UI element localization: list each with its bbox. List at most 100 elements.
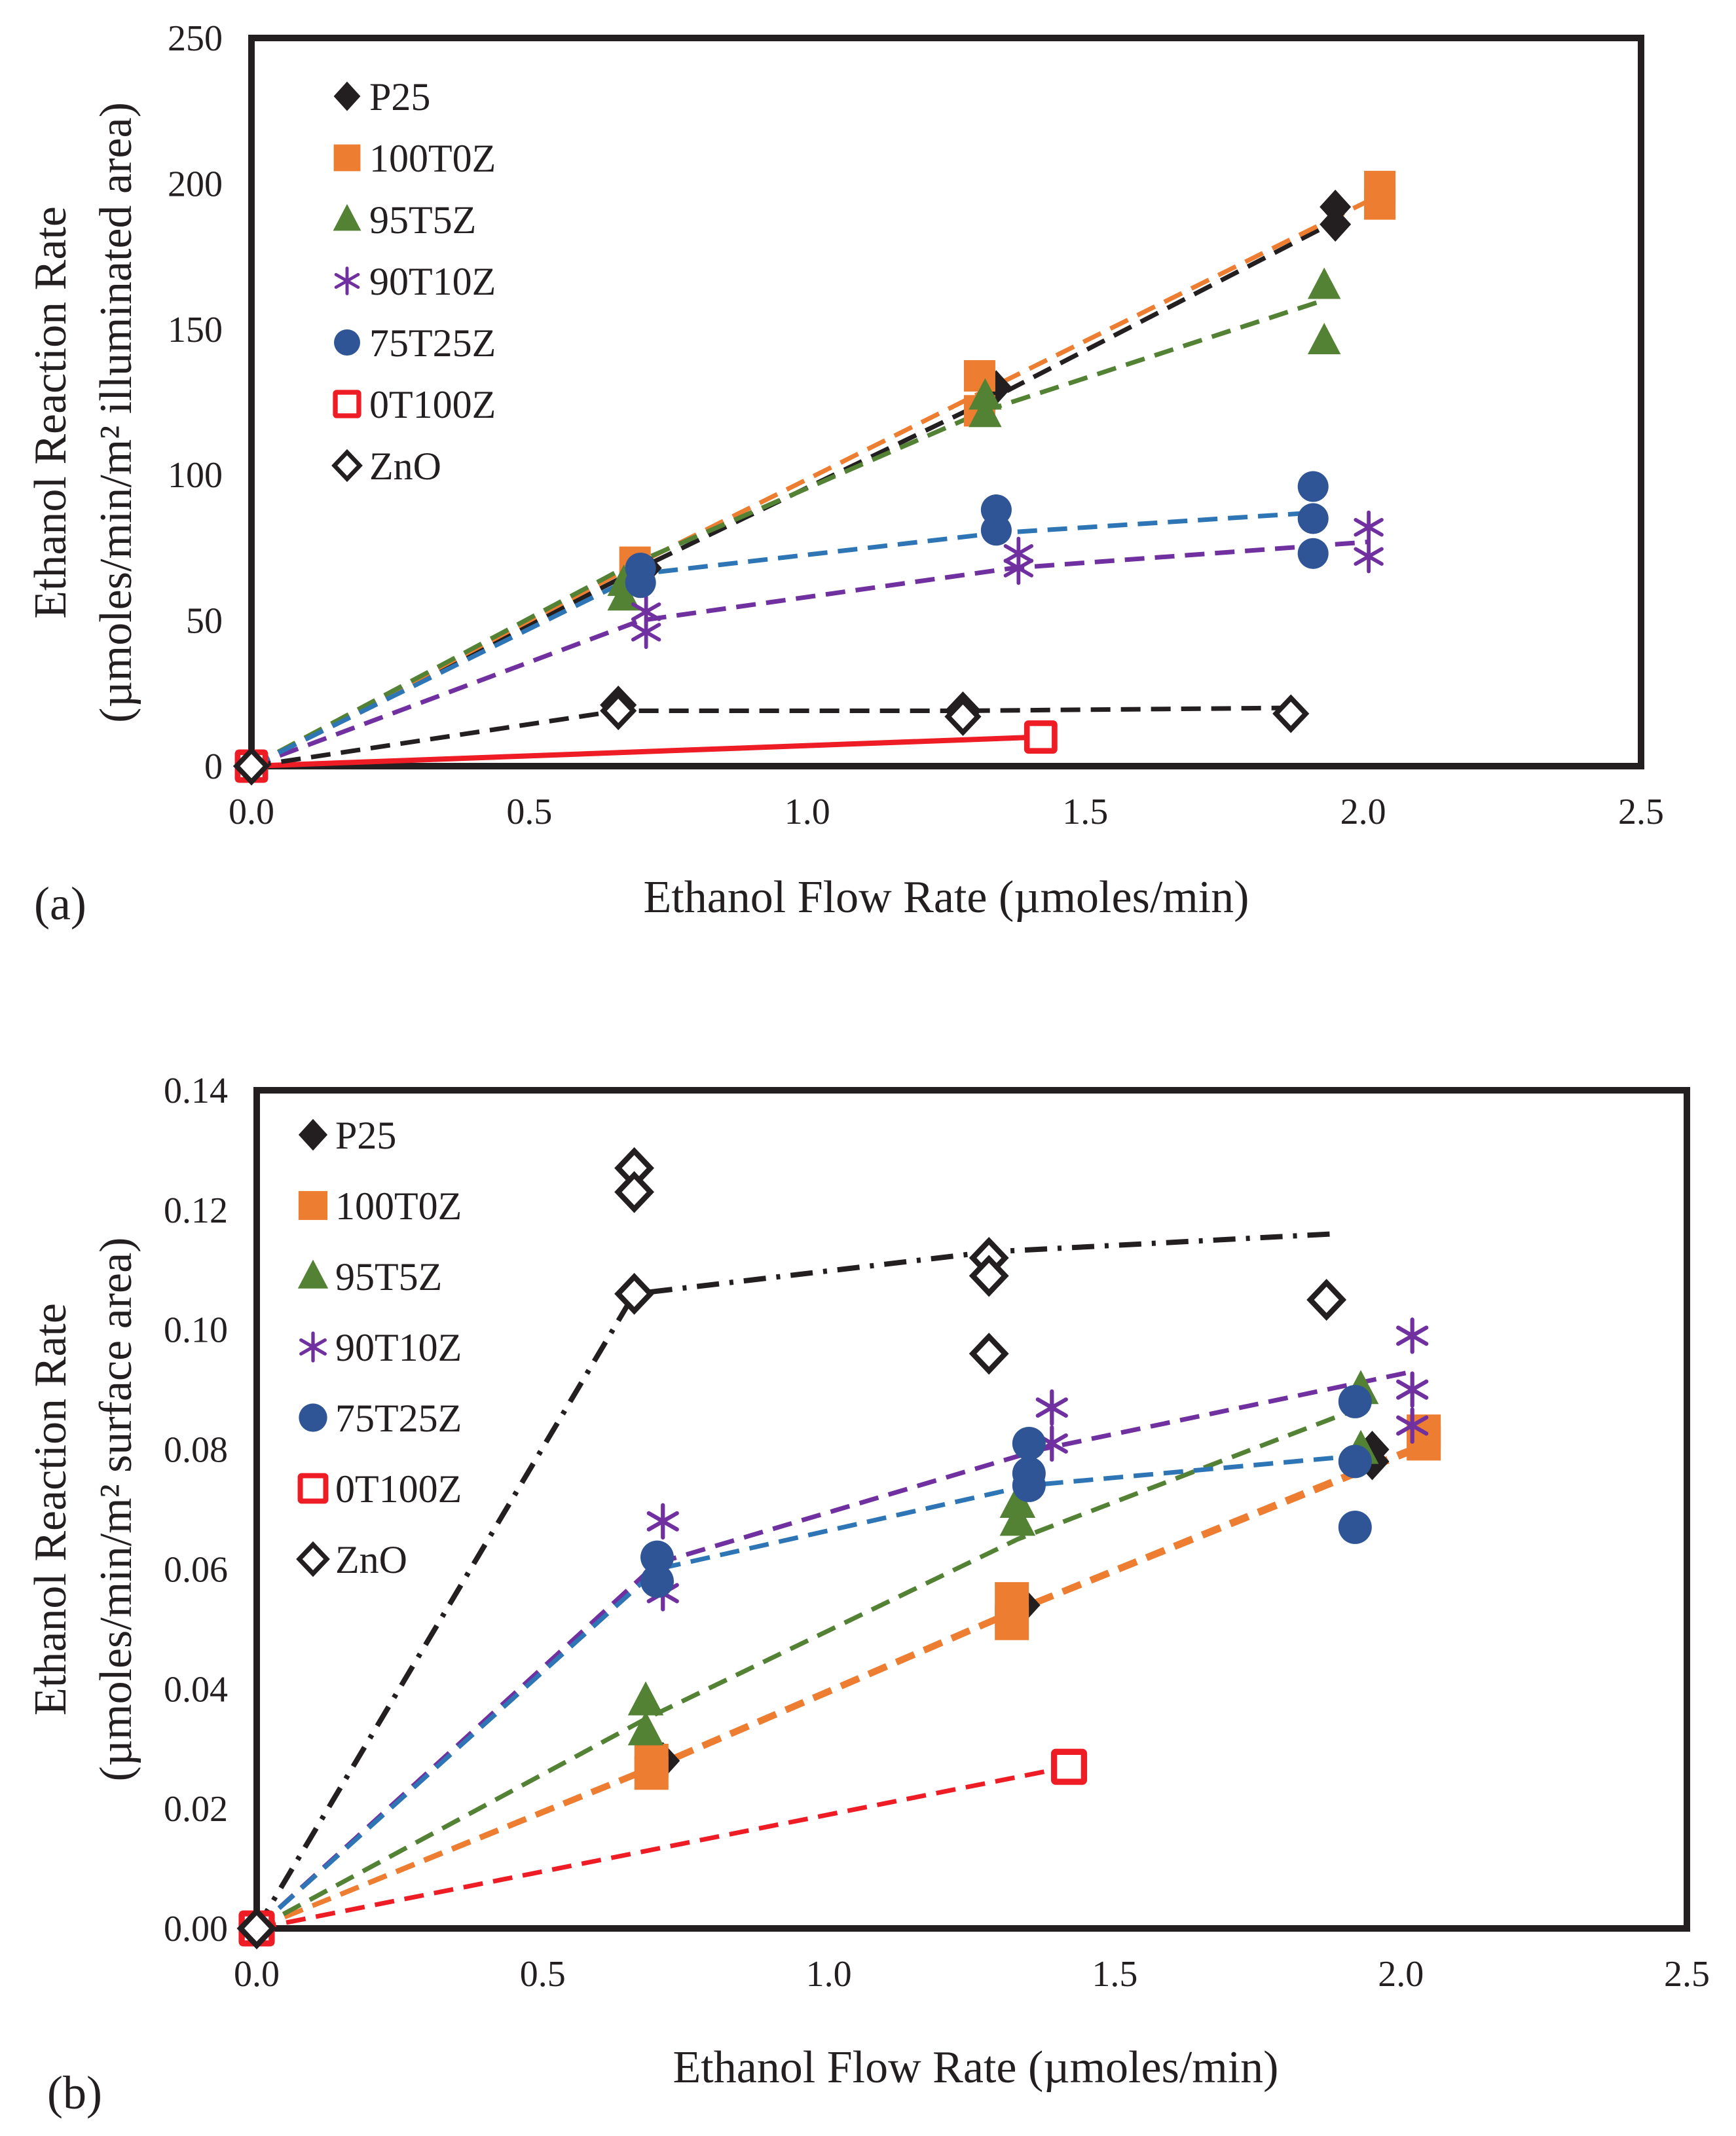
panel-a-fit-line-90t10z (250, 540, 1369, 769)
panel-a-legend-item-zno: ZnO (331, 445, 441, 488)
panel-a-legend-marker-p25 (333, 81, 361, 111)
panel-a-y-tick-200: 200 (168, 164, 223, 204)
panel-b-legend-item-p25: P25 (298, 1114, 396, 1157)
panel-a-legend-label-90t10z: 90T10Z (369, 260, 496, 303)
panel-b-legend-label-0t100z: 0T100Z (335, 1467, 462, 1511)
panel-a-legend-label-75t25z: 75T25Z (369, 322, 496, 365)
panel-a-point-90t10z-6 (1354, 540, 1384, 574)
panel-b-point-75t25z-7 (1338, 1445, 1372, 1479)
panel-b-fit-line-95t5z (255, 1405, 1362, 1931)
panel-a-data-points (232, 170, 1396, 786)
panel-b-x-tick-2-5: 2.5 (1664, 1954, 1710, 1995)
panel-a-point-p25-4 (1320, 207, 1352, 242)
panel-b-x-tick-2-0: 2.0 (1378, 1954, 1424, 1995)
panel-b-point-75t25z-3 (1012, 1426, 1046, 1460)
panel-a-y-tick-150: 150 (168, 310, 223, 350)
panel-b-legend-marker-90t10z (299, 1331, 327, 1363)
panel-b-label: (b) (47, 2067, 102, 2119)
panel-b-point-zno-2 (614, 1171, 655, 1213)
panel-a-legend-item-p25: P25 (333, 75, 430, 119)
panel-b-point-75t25z-2 (640, 1564, 674, 1598)
panel-a-legend-label-zno: ZnO (369, 445, 441, 488)
panel-a-legend-item-95t5z: 95T5Z (333, 198, 476, 242)
panel-a-legend: P25 100T0Z 95T5Z 90T10Z 75T25Z 0T100Z ZnO (331, 75, 496, 488)
panel-b-fit-line-zno (254, 1231, 1333, 1930)
panel-b-x-tick-0-5: 0.5 (520, 1954, 566, 1995)
panel-b-legend-label-zno: ZnO (335, 1538, 407, 1581)
panel-b-point-75t25z-8 (1338, 1510, 1372, 1544)
panel-b-fit-lines (254, 1231, 1425, 1931)
panel-a-x-tick-2-0: 2.0 (1340, 792, 1386, 832)
panel-a-point-75t25z-6 (1297, 503, 1329, 534)
panel-b-point-95t5z-1 (627, 1681, 664, 1716)
panel-b-legend: P25 100T0Z 95T5Z 90T10Z 75T25Z 0T100Z ZnO (296, 1114, 462, 1581)
panel-a-legend-item-100t0z: 100T0Z (333, 137, 496, 180)
panel-b-fit-line-100t0z (255, 1441, 1425, 1931)
panel-b-point-90t10z-3 (1035, 1389, 1068, 1426)
panel-b-point-90t10z-7 (1396, 1407, 1429, 1444)
panel-b-point-90t10z-6 (1396, 1371, 1429, 1408)
panel-b-point-75t25z-6 (1338, 1384, 1372, 1418)
panel-b-legend-marker-zno (296, 1541, 330, 1577)
panel-a-point-75t25z-4 (980, 515, 1012, 546)
panel-b-y-tick-labels: 0.00 0.02 0.04 0.06 0.08 0.10 0.12 0.14 (164, 1071, 228, 1949)
panel-b-x-tick-labels: 0.0 0.5 1.0 1.5 2.0 2.5 (234, 1954, 1710, 1995)
panel-a-legend-marker-95t5z (333, 204, 361, 231)
panel-a-label: (a) (34, 877, 86, 930)
panel-a-y-tick-100: 100 (168, 455, 223, 496)
panel-b-legend-label-95t5z: 95T5Z (335, 1255, 442, 1298)
panel-a-legend-marker-zno (331, 449, 363, 483)
panel-a-point-95t5z-3 (969, 378, 1002, 410)
panel-b-legend-item-100t0z: 100T0Z (298, 1185, 462, 1228)
panel-a-point-zno-2 (600, 691, 637, 731)
panel-b-point-90t10z-1 (646, 1503, 679, 1540)
panel-a-x-tick-0-5: 0.5 (506, 792, 552, 832)
panel-b-point-100t0z-4 (995, 1606, 1029, 1640)
panel-b-data-points (236, 1147, 1441, 1950)
panel-a-chart: 0.0 0.5 1.0 1.5 2.0 2.5 0 50 100 150 200 250 P25 10… (26, 18, 1664, 930)
panel-b-point-zno-3 (614, 1272, 655, 1315)
panel-a-point-100t0z-5 (1364, 188, 1396, 220)
panel-a-x-tick-1-5: 1.5 (1062, 792, 1108, 832)
panel-b-x-tick-0-0: 0.0 (234, 1954, 280, 1995)
panel-a-legend-item-90t10z: 90T10Z (334, 260, 496, 303)
panel-b-fit-line-75t25z (255, 1453, 1361, 1930)
panel-b-point-zno-5 (969, 1255, 1009, 1297)
panel-a-point-zno-5 (1272, 694, 1310, 733)
panel-b-point-100t0z-2 (634, 1756, 669, 1790)
panel-a-y-tick-0: 0 (204, 746, 223, 787)
panel-b-point-75t25z-5 (1012, 1468, 1046, 1502)
panel-b-point-90t10z-5 (1396, 1317, 1429, 1354)
panel-a-legend-marker-90t10z (334, 267, 360, 295)
panel-b-y-axis-title: Ethanol Reaction Rate (26, 1303, 76, 1716)
panel-b-y-tick-0-12: 0.12 (164, 1190, 228, 1231)
panel-a-point-p25-3 (1320, 189, 1352, 225)
panel-b-y-tick-0-10: 0.10 (164, 1310, 228, 1351)
panel-b-point-zno-0 (236, 1907, 277, 1950)
panel-b-y-axis-subtitle: (µmoles/min/m² surface area) (91, 1238, 141, 1782)
panel-a-point-75t25z-2 (625, 567, 656, 598)
panel-b-y-tick-0-02: 0.02 (164, 1789, 228, 1830)
panel-a-point-75t25z-7 (1297, 538, 1329, 569)
panel-a-legend-marker-100t0z (333, 144, 361, 172)
panel-b-point-zno-6 (969, 1333, 1009, 1375)
panel-b-legend-marker-75t25z (299, 1403, 327, 1432)
panel-b-point-0t100z-1 (1050, 1748, 1088, 1785)
panel-b-point-95t5z-4 (999, 1501, 1036, 1536)
panel-a-point-90t10z-4 (1003, 551, 1034, 585)
panel-a-fit-line-0t100z (251, 734, 1041, 769)
panel-b-point-95t5z-3 (999, 1483, 1036, 1518)
panel-b-y-tick-0-14: 0.14 (164, 1071, 228, 1111)
panel-a-legend-marker-75t25z (334, 329, 360, 356)
panel-b-point-75t25z-1 (640, 1540, 674, 1574)
panel-a-legend-label-p25: P25 (369, 75, 430, 119)
panel-a-plot-frame (248, 35, 1644, 769)
panel-b-x-tick-1-0: 1.0 (806, 1954, 852, 1995)
panel-a-fit-lines (250, 193, 1381, 769)
panel-a-point-0t100z-1 (1024, 720, 1058, 754)
panel-b-y-tick-0-00: 0.00 (164, 1909, 228, 1949)
panel-b-fit-line-90t10z (255, 1369, 1413, 1930)
panel-a-y-tick-labels: 0 50 100 150 200 250 (168, 18, 223, 787)
panel-a-point-90t10z-2 (631, 615, 661, 650)
panel-b-legend-item-zno: ZnO (296, 1538, 407, 1581)
